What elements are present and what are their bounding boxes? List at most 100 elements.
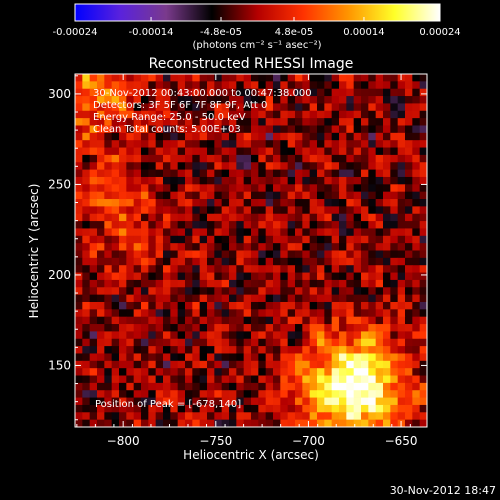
- heatmap-cell: [221, 132, 230, 141]
- heatmap-cell: [221, 154, 230, 163]
- heatmap-cell: [353, 250, 362, 259]
- heatmap-cell: [353, 81, 362, 90]
- heatmap-cell: [199, 250, 208, 259]
- heatmap-cell: [177, 419, 186, 428]
- heatmap-cell: [324, 96, 333, 104]
- heatmap-cell: [309, 221, 318, 229]
- heatmap-cell: [214, 88, 223, 97]
- heatmap-cell: [133, 382, 142, 391]
- heatmap-cell: [419, 324, 428, 332]
- heatmap-cell: [82, 103, 91, 112]
- heatmap-cell: [177, 191, 186, 200]
- heatmap-cell: [104, 96, 113, 104]
- heatmap-cell: [368, 331, 377, 340]
- heatmap-cell: [170, 419, 179, 428]
- heatmap-cell: [141, 390, 149, 398]
- heatmap-cell: [346, 360, 355, 369]
- heatmap-cell: [397, 412, 406, 421]
- heatmap-cell: [390, 257, 399, 266]
- heatmap-cell: [280, 132, 289, 141]
- heatmap-cell: [133, 88, 142, 97]
- heatmap-cell: [155, 382, 164, 391]
- heatmap-cell: [141, 412, 149, 421]
- heatmap-cell: [229, 404, 237, 413]
- heatmap-cell: [185, 419, 193, 428]
- heatmap-cell: [199, 243, 208, 251]
- heatmap-cell: [280, 324, 289, 332]
- heatmap-cell: [339, 184, 347, 193]
- heatmap-cell: [295, 221, 303, 229]
- heatmap-cell: [287, 221, 296, 229]
- heatmap-cell: [273, 287, 281, 296]
- heatmap-cell: [412, 316, 421, 325]
- heatmap-cell: [214, 221, 223, 229]
- heatmap-cell: [287, 110, 296, 119]
- heatmap-cell: [368, 346, 377, 354]
- heatmap-cell: [236, 250, 245, 259]
- heatmap-cell: [133, 324, 142, 332]
- heatmap-cell: [141, 140, 149, 148]
- heatmap-cell: [390, 169, 399, 178]
- heatmap-cell: [199, 324, 208, 332]
- heatmap-cell: [141, 287, 149, 296]
- heatmap-cell: [177, 243, 186, 251]
- heatmap-cell: [192, 375, 201, 384]
- heatmap-cell: [368, 382, 377, 391]
- heatmap-cell: [185, 360, 193, 369]
- heatmap-cell: [375, 162, 384, 170]
- heatmap-cell: [295, 118, 303, 126]
- heatmap-cell: [141, 353, 149, 362]
- heatmap-cell: [207, 154, 215, 163]
- heatmap-cell: [331, 228, 340, 237]
- heatmap-cell: [339, 375, 347, 384]
- heatmap-cell: [419, 382, 428, 391]
- heatmap-cell: [251, 360, 259, 369]
- heatmap-cell: [155, 419, 164, 428]
- heatmap-cell: [229, 206, 237, 215]
- heatmap-cell: [397, 250, 406, 259]
- heatmap-cell: [221, 397, 230, 406]
- heatmap-cell: [221, 81, 230, 90]
- heatmap-cell: [273, 316, 281, 325]
- heatmap-cell: [258, 169, 267, 178]
- heatmap-cell: [405, 279, 413, 288]
- heatmap-cell: [214, 301, 223, 310]
- heatmap-cell: [339, 272, 347, 281]
- heatmap-cell: [221, 279, 230, 288]
- heatmap-cell: [339, 309, 347, 318]
- heatmap-cell: [221, 118, 230, 126]
- heatmap-cell: [75, 419, 83, 428]
- heatmap-cell: [126, 301, 135, 310]
- heatmap-cell: [236, 382, 245, 391]
- heatmap-cell: [133, 265, 142, 273]
- heatmap-cell: [170, 294, 179, 303]
- heatmap-cell: [243, 221, 252, 229]
- heatmap-cell: [75, 176, 83, 185]
- heatmap-cell: [419, 375, 428, 384]
- heatmap-cell: [119, 257, 127, 266]
- heatmap-cell: [412, 382, 421, 391]
- heatmap-cell: [405, 132, 413, 141]
- heatmap-cell: [141, 199, 149, 207]
- heatmap-cell: [295, 235, 303, 244]
- heatmap-cell: [75, 162, 83, 170]
- heatmap-cell: [119, 125, 127, 134]
- heatmap-cell: [397, 368, 406, 376]
- heatmap-cell: [155, 88, 164, 97]
- heatmap-cell: [104, 338, 113, 347]
- heatmap-cell: [295, 360, 303, 369]
- heatmap-cell: [141, 81, 149, 90]
- heatmap-cell: [185, 221, 193, 229]
- heatmap-cell: [82, 110, 91, 119]
- heatmap-cell: [309, 162, 318, 170]
- heatmap-cell: [339, 324, 347, 332]
- heatmap-cell: [375, 360, 384, 369]
- heatmap-cell: [126, 257, 135, 266]
- heatmap-cell: [331, 412, 340, 421]
- heatmap-cell: [97, 360, 105, 369]
- heatmap-cell: [353, 221, 362, 229]
- heatmap-cell: [221, 294, 230, 303]
- heatmap-cell: [236, 265, 245, 273]
- heatmap-cell: [229, 346, 237, 354]
- heatmap-cell: [280, 206, 289, 215]
